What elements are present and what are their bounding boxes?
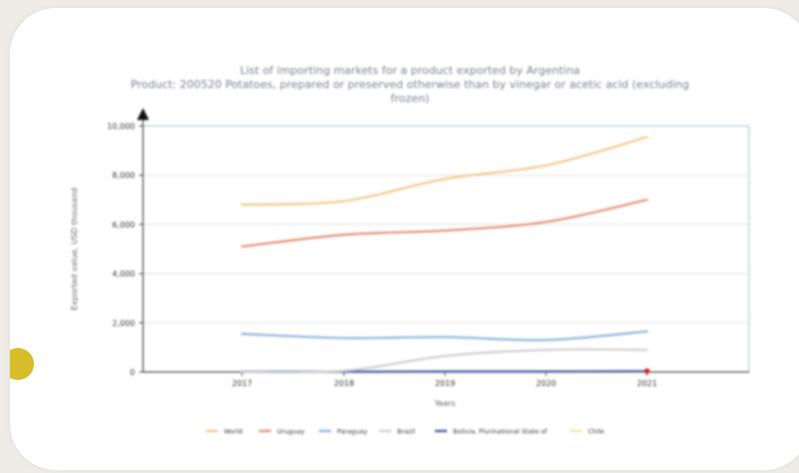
line-chart: List of importing markets for a product … [70,64,750,436]
x-tick-label: 2019 [435,379,455,388]
x-tick-label: 2021 [637,379,657,388]
x-tick-label: 2018 [334,379,354,388]
x-tick-label: 2020 [536,379,556,388]
series-line-paraguay [240,330,649,342]
y-tick-label: 0 [130,368,135,377]
series-line-world [240,135,649,206]
last-point-marker [644,368,650,374]
chart-subtitle-line-2: frozen) [391,92,430,105]
x-axis-label: Years [433,399,455,408]
y-tick-label: 6,000 [112,220,135,229]
y-tick-label: 4,000 [112,270,135,279]
legend-label-chile: Chile [588,428,604,436]
legend: World Uruguay Paraguay Brazil Bolivia, Pluri… [206,428,604,436]
legend-label-paraguay: Paraguay [337,428,367,436]
y-tick-label: 8,000 [112,171,135,180]
y-tick-label: 2,000 [112,319,135,328]
y-axis-label: Exported value, USD thousand [70,188,79,311]
series-line-uruguay [240,198,649,248]
x-tick-label: 2017 [232,379,252,388]
plot-frame [142,125,750,373]
chart-card: List of importing markets for a product … [10,8,799,470]
legend-label-brazil: Brazil [397,428,415,436]
legend-label-uruguay: Uruguay [277,428,305,436]
legend-label-bolivia-plurinational-state-of: Bolivia, Plurinational State of [453,428,548,436]
chart-title: List of importing markets for a product … [240,64,580,77]
y-tick-label: 10,000 [107,122,135,131]
y-axis-arrow-icon [137,108,149,120]
chart-subtitle-line-1: Product: 200520 Potatoes, prepared or pr… [131,78,690,91]
series-line-brazil [240,348,649,374]
legend-label-world: World [224,428,243,436]
